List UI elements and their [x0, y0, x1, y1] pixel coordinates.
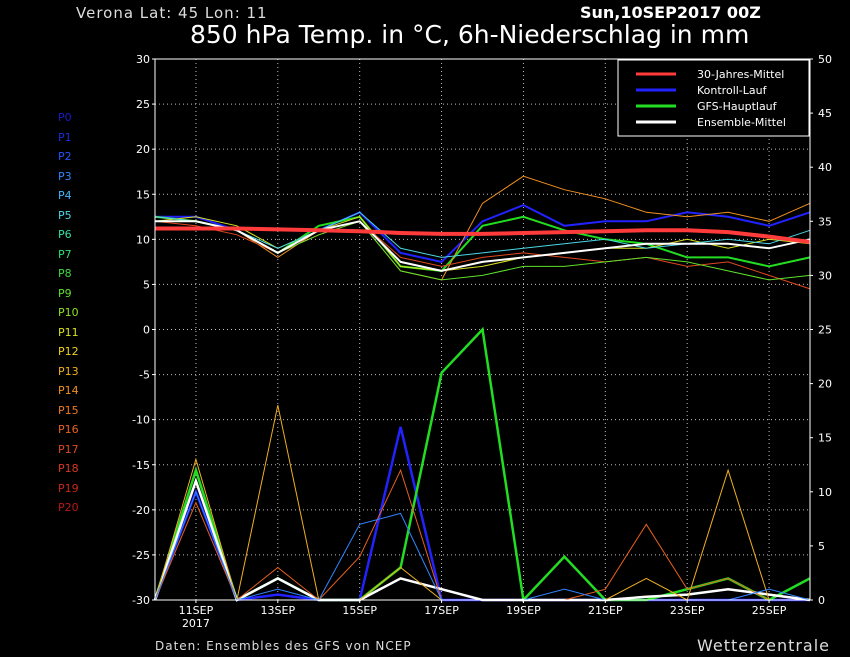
y-left-tick-label: -15	[132, 459, 150, 472]
member-label: P9	[58, 286, 72, 300]
chart-legend: 30-Jahres-Mittel Kontroll-Lauf GFS-Hauptla…	[617, 59, 810, 137]
x-tick-label: 11SEP	[179, 604, 214, 617]
precipitation-series-line	[153, 426, 810, 602]
temperature-series-line	[154, 211, 811, 258]
member-label: P12	[58, 345, 79, 358]
x-tick-label: 13SEP	[261, 604, 296, 617]
y-left-tick-label: -30	[132, 594, 150, 607]
member-label: P0	[58, 111, 72, 124]
y-right-tick-label: 50	[818, 53, 832, 66]
temperature-lines	[154, 175, 811, 290]
y-right-tick-label: 40	[818, 161, 832, 174]
temperature-series-line	[154, 175, 811, 281]
x-tick-label: 17SEP	[424, 604, 459, 617]
member-label: P15	[58, 403, 79, 417]
y-right-tick-label: 35	[818, 215, 832, 228]
legend-label: 30-Jahres-Mittel	[697, 68, 784, 81]
y-right-tick-label: 20	[818, 378, 832, 391]
climatology-series-line	[155, 226, 811, 244]
member-label: P17	[58, 442, 79, 456]
member-label: P20	[58, 501, 79, 514]
legend-label: Ensemble-Mittel	[697, 116, 786, 129]
y-right-tick-label: 10	[818, 486, 832, 499]
y-left-tick-label: 15	[136, 188, 150, 201]
y-left-tick-label: -25	[132, 549, 150, 562]
member-label: P7	[58, 247, 72, 261]
legend-label: Kontroll-Lauf	[697, 84, 768, 97]
precipitation-series-line	[154, 468, 810, 601]
member-label: P18	[58, 462, 79, 475]
y-left-tick-label: -20	[132, 504, 150, 517]
data-credit: Daten: Ensembles des GFS von NCEP	[155, 639, 412, 653]
y-left-tick-label: 30	[136, 53, 150, 66]
y-right-tick-label: 15	[818, 432, 832, 445]
member-label: P13	[58, 364, 79, 378]
member-label: P19	[58, 481, 79, 495]
member-label: P5	[58, 208, 72, 222]
member-label: P16	[58, 423, 79, 436]
member-label: P11	[58, 325, 79, 339]
legend-label: GFS-Hauptlauf	[697, 100, 778, 113]
member-label: P2	[58, 150, 72, 163]
y-right-tick-label: 45	[818, 107, 832, 120]
member-label: P4	[58, 189, 72, 202]
y-left-tick-label: 0	[143, 324, 150, 337]
member-label: P3	[58, 169, 72, 183]
x-tick-label: 21SEP	[588, 604, 623, 617]
ensemble-member-list: P0 P1 P2 P3 P4 P5 P6 P7 P8 P9 P10 P11 P12 P13 P14 P15 P1…	[58, 108, 79, 518]
y-right-tick-label: 25	[818, 324, 832, 337]
temperature-series-line	[155, 220, 811, 272]
brand-label: Wetterzentrale	[697, 636, 831, 655]
member-label: P14	[58, 384, 79, 397]
run-date-label: Sun,10SEP2017 00Z	[580, 3, 761, 22]
x-tick-label: 19SEP	[506, 604, 541, 617]
x-tick-label: 23SEP	[670, 604, 705, 617]
precipitation-series-line	[154, 405, 810, 601]
location-label: Verona Lat: 45 Lon: 11	[76, 4, 268, 22]
member-label: P1	[58, 130, 72, 144]
y-right-tick-label: 5	[818, 540, 825, 553]
climatology-line	[155, 226, 811, 244]
y-left-tick-label: 25	[136, 98, 150, 111]
y-left-tick-label: -10	[132, 414, 150, 427]
y-left-tick-label: -5	[139, 369, 150, 382]
x-tick-label: 25SEP	[752, 604, 787, 617]
y-left-tick-label: 20	[136, 143, 150, 156]
member-label: P6	[58, 228, 72, 241]
y-left-tick-label: 10	[136, 233, 150, 246]
y-right-tick-label: 30	[818, 269, 832, 282]
chart-axes: 302520151050-5-10-15-20-25-3050454035302…	[132, 53, 832, 630]
x-year-label: 2017	[182, 617, 210, 630]
x-tick-label: 15SEP	[342, 604, 377, 617]
y-right-tick-label: 0	[818, 594, 825, 607]
member-label: P10	[58, 306, 79, 319]
member-label: P8	[58, 267, 72, 280]
y-left-tick-label: 5	[143, 278, 150, 291]
chart-title: 850 hPa Temp. in °C, 6h-Niederschlag in …	[190, 20, 750, 49]
